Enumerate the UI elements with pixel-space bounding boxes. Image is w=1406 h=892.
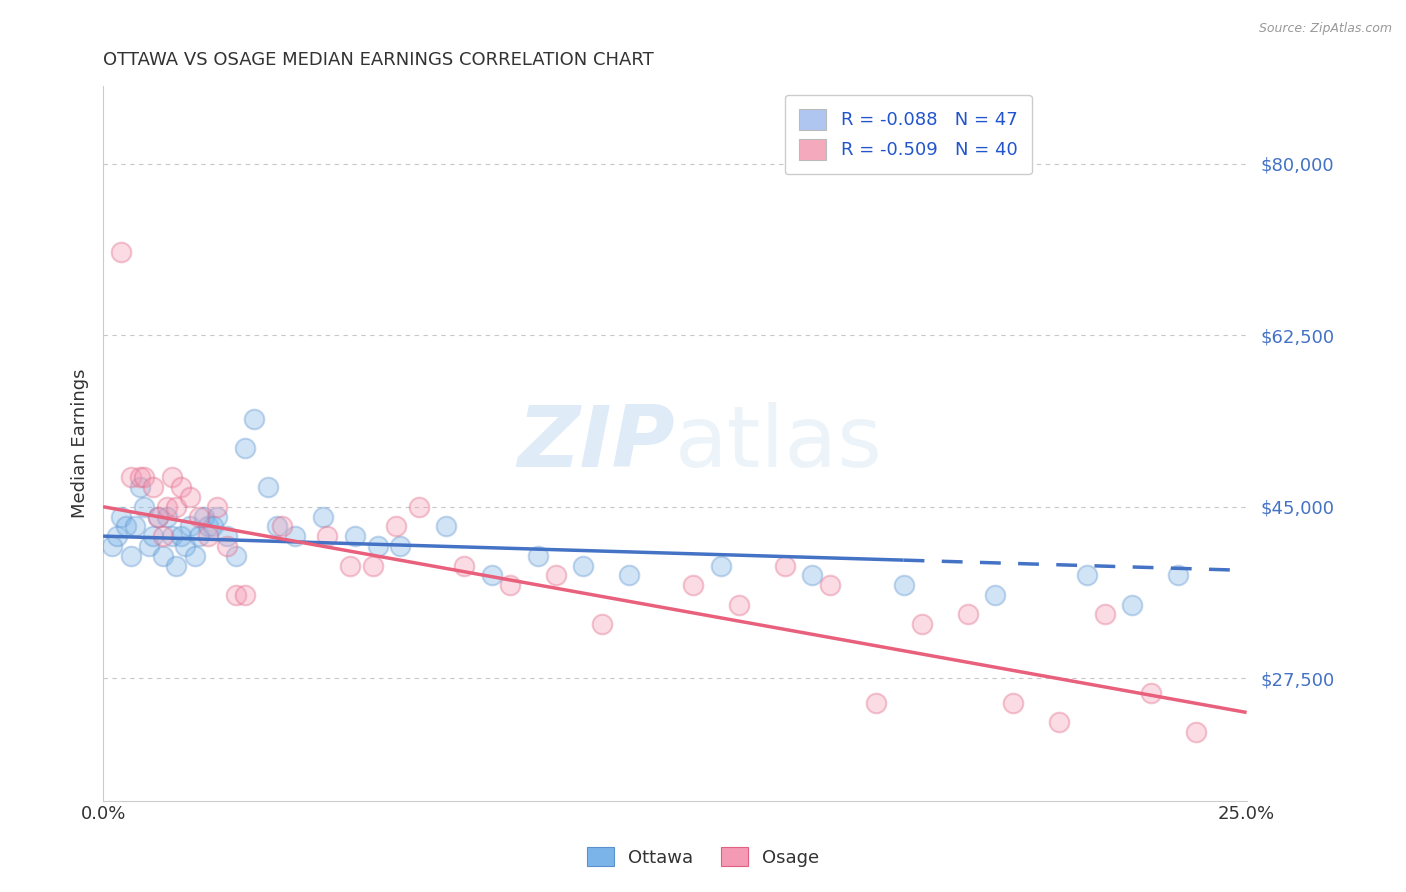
- Point: [591, 617, 613, 632]
- Point: [138, 539, 160, 553]
- Point: [1185, 725, 1208, 739]
- Point: [1094, 607, 1116, 622]
- Point: [1076, 568, 1098, 582]
- Point: [120, 470, 142, 484]
- Point: [124, 519, 146, 533]
- Point: [893, 578, 915, 592]
- Point: [801, 568, 824, 582]
- Point: [183, 549, 205, 563]
- Point: [481, 568, 503, 582]
- Point: [572, 558, 595, 573]
- Legend: R = -0.088   N = 47, R = -0.509   N = 40: R = -0.088 N = 47, R = -0.509 N = 40: [785, 95, 1032, 174]
- Point: [728, 598, 751, 612]
- Point: [526, 549, 548, 563]
- Point: [617, 568, 640, 582]
- Point: [499, 578, 522, 592]
- Point: [233, 588, 256, 602]
- Point: [170, 480, 193, 494]
- Point: [1047, 715, 1070, 730]
- Y-axis label: Median Earnings: Median Earnings: [72, 368, 89, 518]
- Point: [156, 509, 179, 524]
- Text: OTTAWA VS OSAGE MEDIAN EARNINGS CORRELATION CHART: OTTAWA VS OSAGE MEDIAN EARNINGS CORRELAT…: [103, 51, 654, 69]
- Point: [197, 529, 219, 543]
- Point: [105, 529, 128, 543]
- Point: [110, 245, 132, 260]
- Point: [233, 441, 256, 455]
- Point: [361, 558, 384, 573]
- Point: [385, 519, 408, 533]
- Point: [243, 411, 266, 425]
- Point: [110, 509, 132, 524]
- Point: [201, 519, 224, 533]
- Point: [174, 539, 197, 553]
- Point: [256, 480, 278, 494]
- Point: [408, 500, 430, 514]
- Point: [152, 529, 174, 543]
- Point: [984, 588, 1007, 602]
- Point: [128, 480, 150, 494]
- Point: [146, 509, 169, 524]
- Point: [773, 558, 796, 573]
- Point: [193, 509, 215, 524]
- Point: [101, 539, 124, 553]
- Point: [115, 519, 138, 533]
- Point: [160, 529, 183, 543]
- Point: [215, 529, 238, 543]
- Point: [710, 558, 733, 573]
- Point: [225, 549, 247, 563]
- Point: [284, 529, 307, 543]
- Text: Source: ZipAtlas.com: Source: ZipAtlas.com: [1258, 22, 1392, 36]
- Point: [179, 519, 201, 533]
- Point: [188, 509, 211, 524]
- Point: [188, 529, 211, 543]
- Point: [215, 539, 238, 553]
- Point: [312, 509, 335, 524]
- Point: [120, 549, 142, 563]
- Point: [316, 529, 339, 543]
- Point: [343, 529, 366, 543]
- Point: [128, 470, 150, 484]
- Point: [270, 519, 292, 533]
- Text: atlas: atlas: [675, 401, 883, 484]
- Point: [160, 470, 183, 484]
- Point: [1167, 568, 1189, 582]
- Point: [389, 539, 412, 553]
- Point: [197, 519, 219, 533]
- Point: [165, 500, 187, 514]
- Point: [820, 578, 842, 592]
- Text: ZIP: ZIP: [517, 401, 675, 484]
- Point: [170, 529, 193, 543]
- Legend: Ottawa, Osage: Ottawa, Osage: [579, 840, 827, 874]
- Point: [367, 539, 389, 553]
- Point: [434, 519, 457, 533]
- Point: [1139, 686, 1161, 700]
- Point: [207, 509, 229, 524]
- Point: [1002, 696, 1025, 710]
- Point: [225, 588, 247, 602]
- Point: [266, 519, 288, 533]
- Point: [134, 500, 156, 514]
- Point: [911, 617, 934, 632]
- Point: [544, 568, 567, 582]
- Point: [156, 500, 179, 514]
- Point: [207, 500, 229, 514]
- Point: [142, 529, 165, 543]
- Point: [146, 509, 169, 524]
- Point: [865, 696, 887, 710]
- Point: [142, 480, 165, 494]
- Point: [1121, 598, 1143, 612]
- Point: [165, 558, 187, 573]
- Point: [152, 549, 174, 563]
- Point: [682, 578, 704, 592]
- Point: [339, 558, 361, 573]
- Point: [179, 490, 201, 504]
- Point: [134, 470, 156, 484]
- Point: [453, 558, 475, 573]
- Point: [956, 607, 979, 622]
